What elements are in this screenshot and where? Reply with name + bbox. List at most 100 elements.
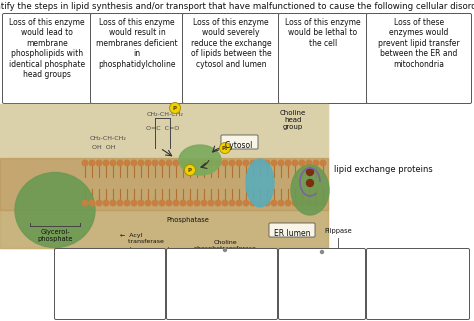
Circle shape xyxy=(243,200,249,206)
Circle shape xyxy=(257,200,263,206)
Circle shape xyxy=(222,200,228,206)
Text: P₁: P₁ xyxy=(222,145,228,151)
Circle shape xyxy=(215,200,221,206)
Circle shape xyxy=(320,200,326,206)
FancyBboxPatch shape xyxy=(55,248,165,319)
Text: OH  OH: OH OH xyxy=(92,145,116,150)
Text: ←  Acyl
    transferase: ← Acyl transferase xyxy=(120,233,164,244)
Circle shape xyxy=(306,200,312,206)
Circle shape xyxy=(236,200,242,206)
Circle shape xyxy=(299,160,305,166)
Circle shape xyxy=(250,160,256,166)
Text: Loss of this enzyme
would result in
membranes deficient
in
phosphatidylcholine: Loss of this enzyme would result in memb… xyxy=(96,18,178,69)
Text: O=C  C=O: O=C C=O xyxy=(146,126,180,131)
Circle shape xyxy=(313,160,319,166)
Circle shape xyxy=(152,160,158,166)
Circle shape xyxy=(145,200,151,206)
Circle shape xyxy=(236,160,242,166)
Circle shape xyxy=(110,160,116,166)
Circle shape xyxy=(194,200,200,206)
FancyBboxPatch shape xyxy=(366,248,470,319)
Circle shape xyxy=(96,160,102,166)
Circle shape xyxy=(201,160,207,166)
Bar xyxy=(0,210,328,248)
Text: lipid exchange proteins: lipid exchange proteins xyxy=(334,165,433,174)
Circle shape xyxy=(250,200,256,206)
Text: Flippase: Flippase xyxy=(324,228,352,234)
Circle shape xyxy=(208,200,214,206)
Ellipse shape xyxy=(15,172,95,247)
Bar xyxy=(0,104,328,158)
Circle shape xyxy=(208,160,214,166)
Text: Cytosol: Cytosol xyxy=(225,141,253,150)
Text: Loss of this enzyme
would be lethal to
the cell: Loss of this enzyme would be lethal to t… xyxy=(285,18,361,48)
Text: Loss of this enzyme
would severely
reduce the exchange
of lipids between the
cyt: Loss of this enzyme would severely reduc… xyxy=(191,18,271,69)
Circle shape xyxy=(131,200,137,206)
Circle shape xyxy=(180,200,186,206)
FancyBboxPatch shape xyxy=(279,13,367,103)
Circle shape xyxy=(173,200,179,206)
Circle shape xyxy=(320,160,326,166)
Circle shape xyxy=(285,200,291,206)
FancyBboxPatch shape xyxy=(166,248,277,319)
Ellipse shape xyxy=(246,159,274,207)
Circle shape xyxy=(96,200,102,206)
Circle shape xyxy=(194,160,200,166)
Ellipse shape xyxy=(179,145,221,175)
Circle shape xyxy=(229,200,235,206)
Text: Glycerol-
phosphate: Glycerol- phosphate xyxy=(37,229,73,242)
Circle shape xyxy=(103,160,109,166)
Circle shape xyxy=(124,200,130,206)
Circle shape xyxy=(184,164,195,176)
Circle shape xyxy=(159,160,165,166)
Circle shape xyxy=(320,250,323,254)
Text: Choline
head
group: Choline head group xyxy=(280,110,306,130)
Circle shape xyxy=(243,160,249,166)
Circle shape xyxy=(138,160,144,166)
Circle shape xyxy=(229,160,235,166)
Circle shape xyxy=(117,200,123,206)
Circle shape xyxy=(292,160,298,166)
Circle shape xyxy=(124,160,130,166)
Circle shape xyxy=(201,200,207,206)
Circle shape xyxy=(173,160,179,166)
Text: Loss of these
enzymes would
prevent lipid transfer
between the ER and
mitochondr: Loss of these enzymes would prevent lipi… xyxy=(378,18,460,69)
Ellipse shape xyxy=(291,165,329,215)
Circle shape xyxy=(271,200,277,206)
Bar xyxy=(0,158,328,210)
Circle shape xyxy=(299,200,305,206)
Circle shape xyxy=(264,160,270,166)
FancyBboxPatch shape xyxy=(269,223,315,237)
Circle shape xyxy=(82,160,88,166)
Circle shape xyxy=(89,160,95,166)
Circle shape xyxy=(285,160,291,166)
Circle shape xyxy=(117,160,123,166)
Circle shape xyxy=(166,160,172,166)
Text: P: P xyxy=(173,106,177,110)
Text: Choline
phosphotransferase: Choline phosphotransferase xyxy=(193,240,256,251)
Circle shape xyxy=(292,200,298,206)
Circle shape xyxy=(131,160,137,166)
Circle shape xyxy=(271,160,277,166)
Circle shape xyxy=(152,200,158,206)
Circle shape xyxy=(219,143,230,153)
Text: P: P xyxy=(188,168,192,172)
Circle shape xyxy=(224,248,227,251)
Circle shape xyxy=(187,160,193,166)
FancyBboxPatch shape xyxy=(221,135,258,149)
Circle shape xyxy=(306,160,312,166)
Circle shape xyxy=(313,200,319,206)
Circle shape xyxy=(264,200,270,206)
Circle shape xyxy=(307,169,313,176)
Circle shape xyxy=(307,179,313,187)
Circle shape xyxy=(278,160,284,166)
Circle shape xyxy=(89,200,95,206)
Text: Identify the steps in lipid synthesis and/or transport that have malfunctioned t: Identify the steps in lipid synthesis an… xyxy=(0,2,474,11)
FancyBboxPatch shape xyxy=(2,13,91,103)
Circle shape xyxy=(138,200,144,206)
Text: Loss of this enzyme
would lead to
membrane
phospholipids with
identical phosphat: Loss of this enzyme would lead to membra… xyxy=(9,18,85,79)
FancyBboxPatch shape xyxy=(279,248,365,319)
Circle shape xyxy=(170,102,181,114)
Circle shape xyxy=(222,160,228,166)
Text: ER lumen: ER lumen xyxy=(274,229,310,238)
